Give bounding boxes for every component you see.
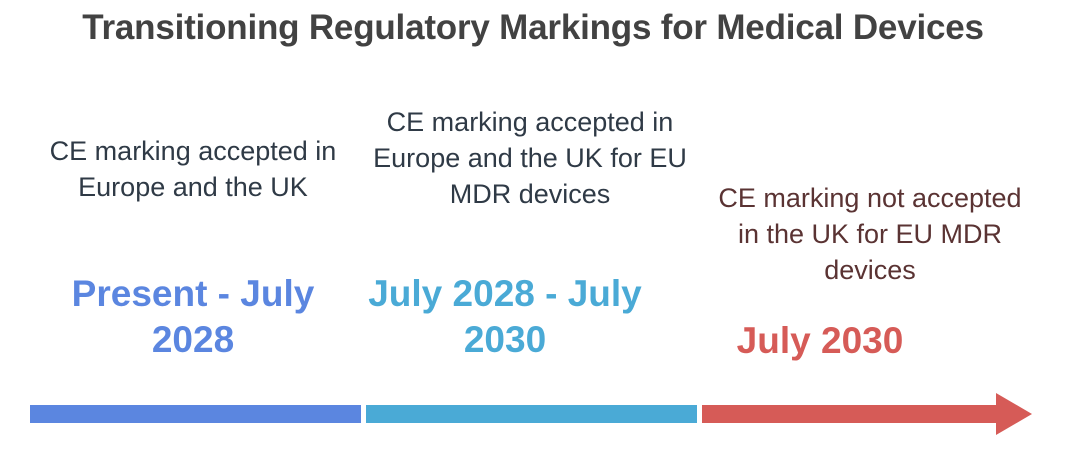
timeline-segment-3: [702, 405, 998, 423]
timeline-arrowhead: [996, 393, 1032, 435]
phase-3-description: CE marking not accepted in the UK for EU…: [718, 183, 1022, 285]
diagram-title: Transitioning Regulatory Markings for Me…: [82, 8, 984, 47]
phase-1-period: Present - July 2028: [71, 273, 315, 360]
timeline-segment-2: [366, 405, 697, 423]
phase-2-period: July 2028 - July 2030: [368, 273, 642, 360]
timeline-segment-1: [30, 405, 361, 423]
phase-1-description: CE marking accepted in Europe and the UK: [49, 136, 337, 202]
phase-3-period: July 2030: [736, 320, 904, 361]
phase-2-description: CE marking accepted in Europe and the UK…: [373, 107, 687, 209]
